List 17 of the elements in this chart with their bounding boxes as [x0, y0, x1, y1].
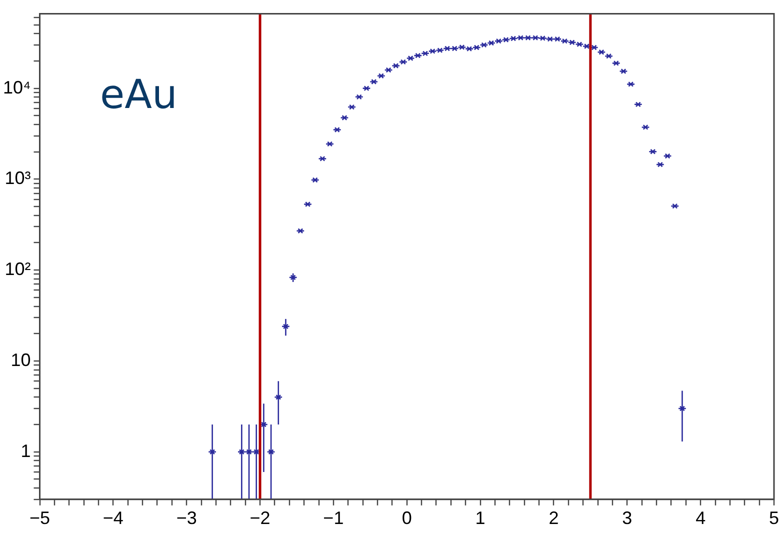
x-tick-label: 4 — [696, 508, 706, 528]
annotation: eAu — [100, 72, 178, 118]
y-tick-label: 10³ — [4, 168, 31, 188]
x-tick-label: −5 — [29, 508, 50, 528]
x-tick-label: −4 — [102, 508, 124, 528]
y-tick-label: 10⁴ — [2, 77, 31, 98]
x-tick-label: 3 — [622, 508, 632, 528]
x-tick-label: −3 — [176, 508, 197, 528]
x-tick-label: 1 — [475, 508, 486, 528]
y-tick-label: 10² — [4, 259, 31, 280]
x-tick-label: −2 — [250, 508, 270, 528]
x-tick-label: 5 — [768, 508, 779, 528]
y-tick-label: 1 — [20, 440, 31, 461]
y-tick-label: 10 — [10, 350, 31, 370]
x-tick-label: −1 — [323, 508, 344, 528]
x-tick-label: 0 — [402, 508, 412, 528]
x-tick-label: 2 — [548, 508, 559, 528]
